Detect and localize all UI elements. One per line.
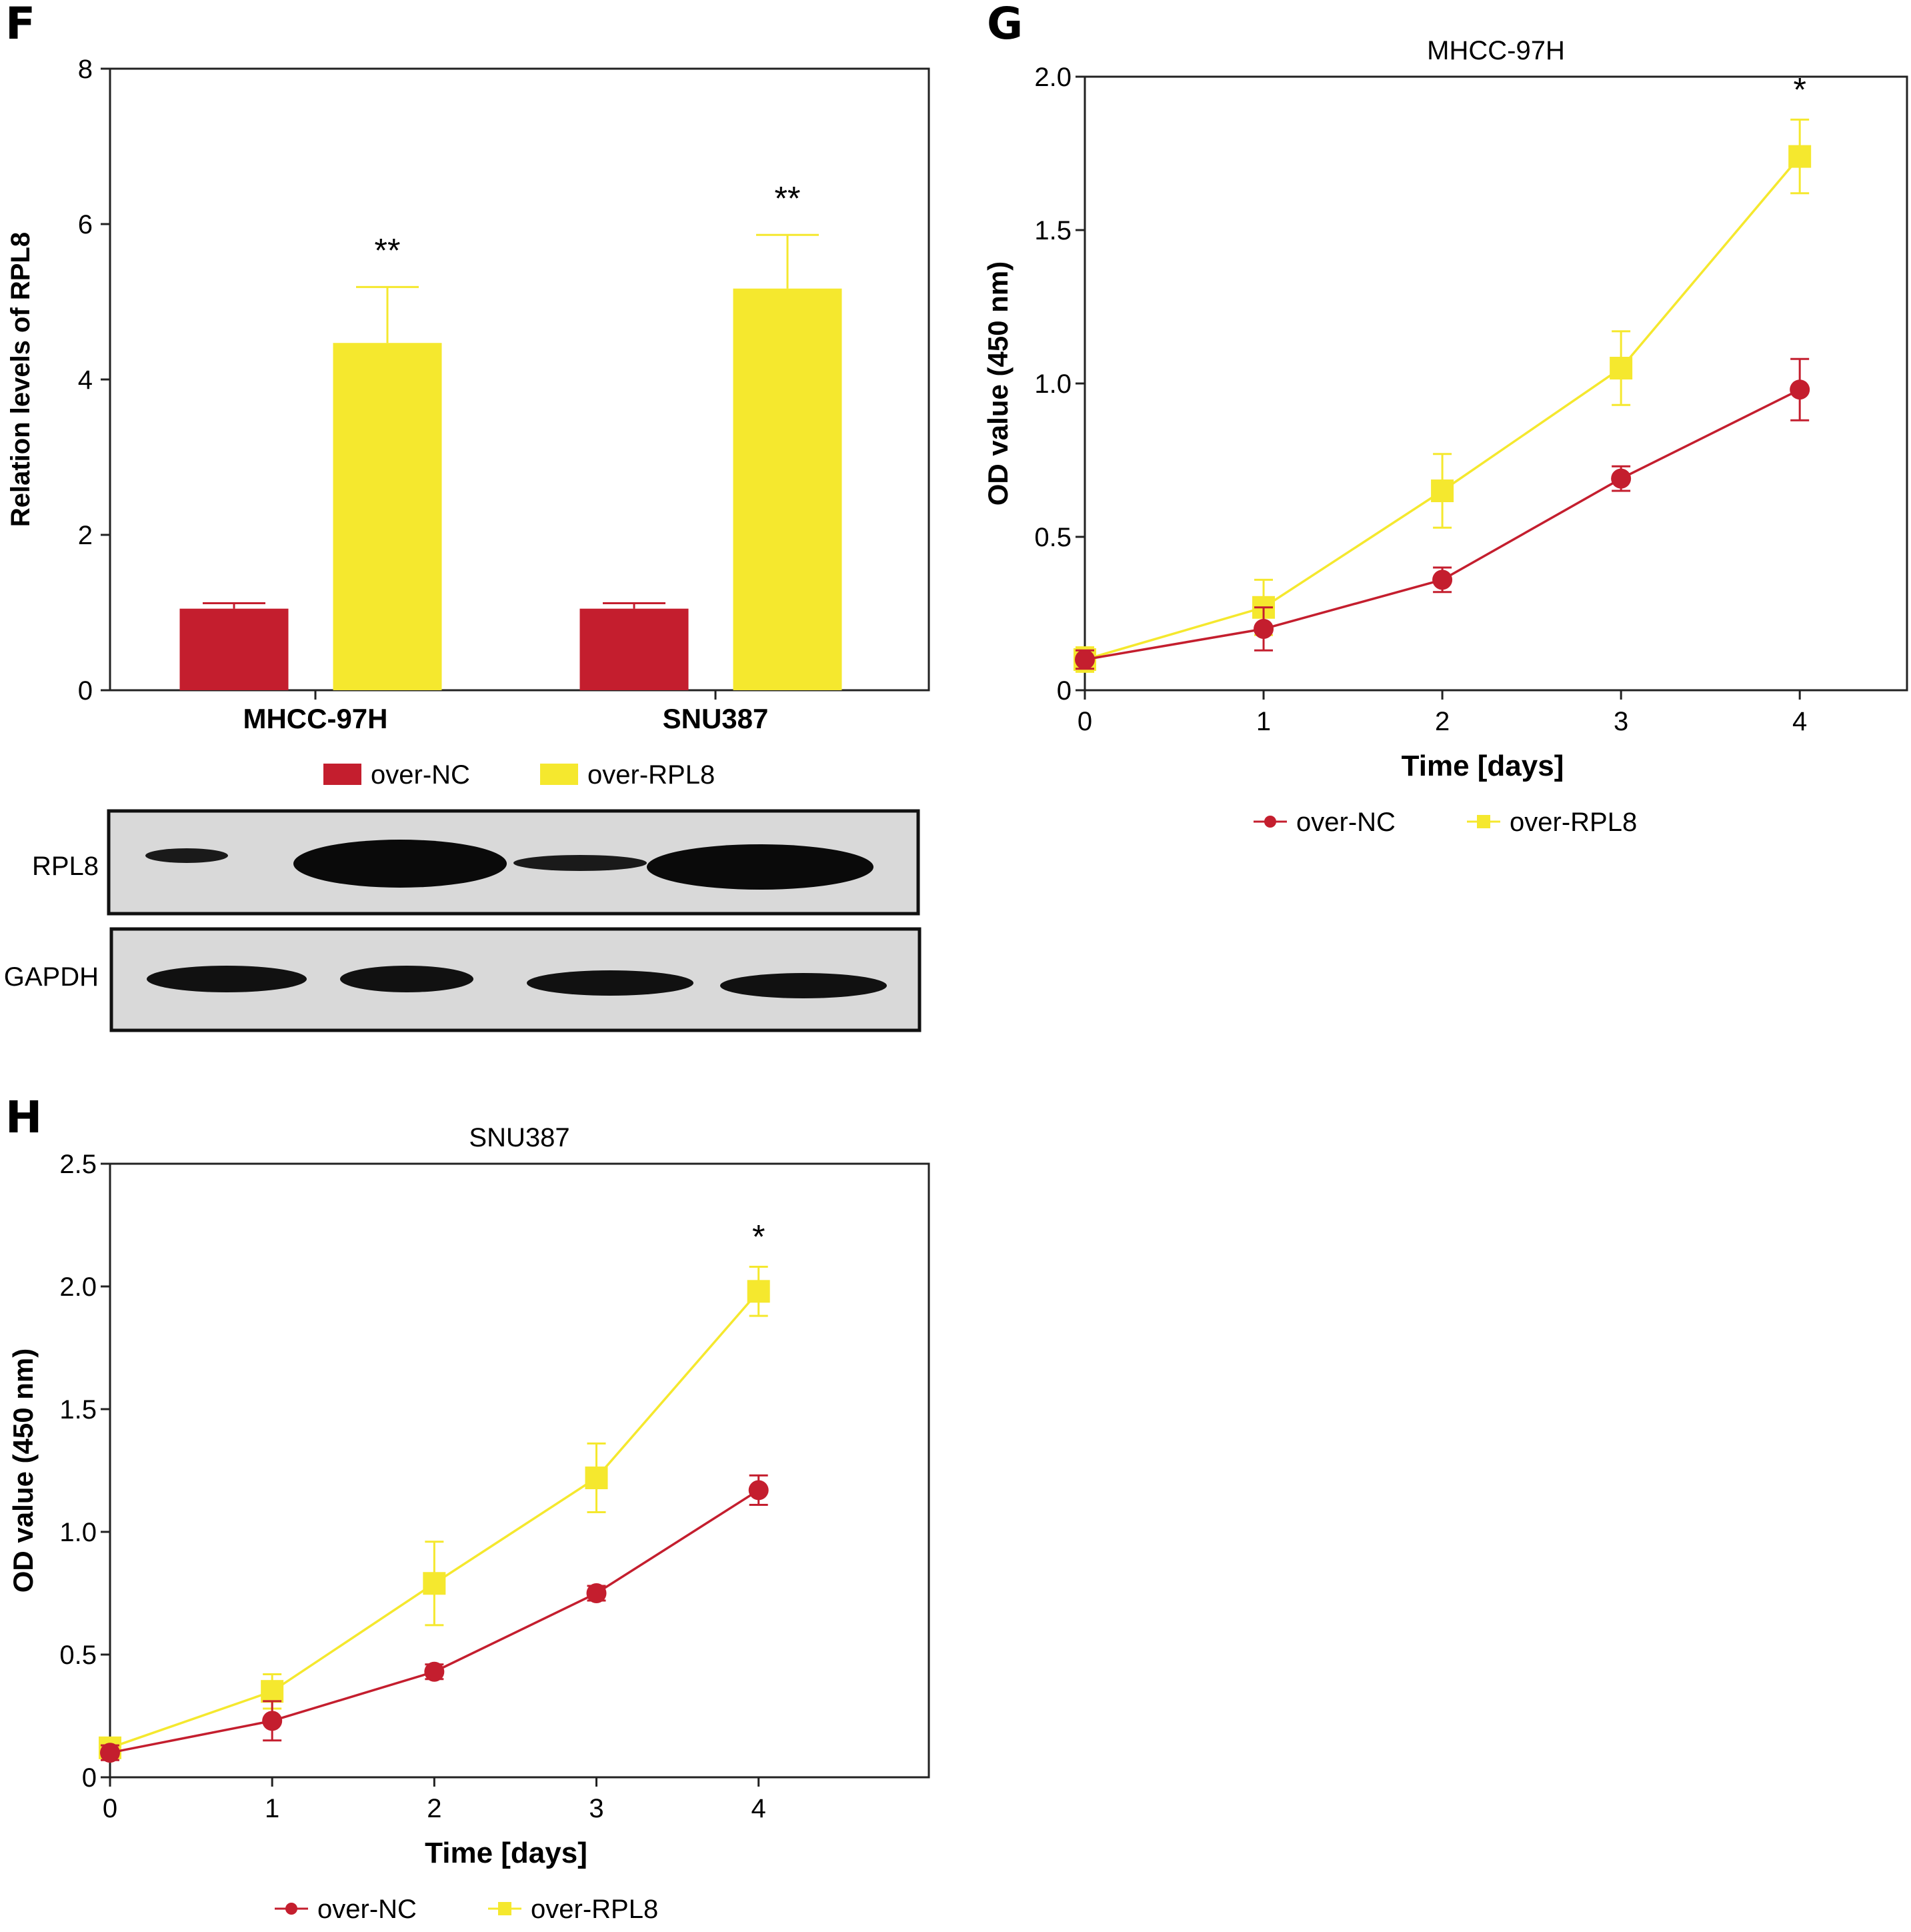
y-axis-label: OD value (450 nm) bbox=[7, 1348, 39, 1593]
data-point-over-nc bbox=[1790, 379, 1810, 400]
blot-label-rpl8: RPL8 bbox=[32, 852, 99, 881]
x-tick-label: 2 bbox=[1435, 707, 1450, 736]
y-tick-label: 2 bbox=[78, 521, 93, 550]
y-tick-label: 8 bbox=[78, 55, 93, 84]
legend-marker-over-nc bbox=[1264, 816, 1276, 828]
band-rpl8-snu-nc bbox=[513, 855, 647, 871]
y-tick-label: 0 bbox=[1057, 676, 1072, 706]
y-tick-label: 0 bbox=[82, 1763, 97, 1793]
x-category-label: SNU387 bbox=[663, 703, 769, 734]
data-point-over-nc bbox=[1075, 650, 1095, 670]
legend-label-over-nc: over-NC bbox=[371, 760, 470, 790]
y-tick-label: 1.5 bbox=[1034, 216, 1072, 245]
western-blot: RPL8 GAPDH bbox=[4, 809, 921, 1032]
chart-title: SNU387 bbox=[469, 1123, 569, 1152]
significance-marker: ** bbox=[375, 231, 401, 269]
x-tick-label: 0 bbox=[1078, 707, 1092, 736]
x-tick-label: 1 bbox=[265, 1794, 279, 1823]
x-tick-label: 0 bbox=[103, 1794, 117, 1823]
data-point-over-rpl8 bbox=[747, 1280, 770, 1303]
plot-frame bbox=[1084, 75, 1908, 692]
significance-marker: * bbox=[752, 1218, 765, 1256]
panel-letter-h: H bbox=[5, 1092, 42, 1143]
line-chart-g: MHCC-97H 0 0.5 1.0 1.5 2.0 0 1 2 3 4 Time [days] OD … bbox=[982, 36, 1908, 837]
bar-over-nc bbox=[579, 608, 689, 690]
y-tick-label: 6 bbox=[78, 210, 93, 239]
x-tick-label: 4 bbox=[751, 1794, 766, 1823]
y-tick-label: 4 bbox=[78, 365, 93, 395]
x-tick-label: 2 bbox=[427, 1794, 441, 1823]
bar-over-nc bbox=[179, 608, 289, 690]
x-axis-label: Time [days] bbox=[1402, 750, 1564, 782]
data-point-over-rpl8 bbox=[1431, 479, 1454, 502]
y-tick-label: 2.0 bbox=[1034, 63, 1072, 92]
band-rpl8-mhcc-nc bbox=[145, 848, 228, 863]
legend-marker-over-nc bbox=[285, 1903, 297, 1915]
legend-label-over-nc: over-NC bbox=[1296, 808, 1396, 837]
data-point-over-nc bbox=[1254, 619, 1274, 639]
y-axis-label: Relation levels of RPL8 bbox=[6, 232, 35, 527]
data-point-over-rpl8 bbox=[261, 1680, 284, 1703]
legend-marker-over-rpl8 bbox=[1477, 815, 1490, 828]
x-axis-label: Time [days] bbox=[425, 1837, 587, 1869]
chart-title: MHCC-97H bbox=[1427, 36, 1565, 65]
significance-marker: * bbox=[1793, 71, 1806, 108]
band-rpl8-snu-rpl8 bbox=[647, 844, 873, 890]
legend-label-over-rpl8: over-RPL8 bbox=[1510, 808, 1637, 837]
bar-over-rpl8 bbox=[333, 343, 442, 690]
legend-label-over-rpl8: over-RPL8 bbox=[531, 1895, 658, 1924]
band-rpl8-mhcc-rpl8 bbox=[293, 840, 507, 888]
data-point-over-nc bbox=[100, 1743, 120, 1763]
x-tick-label: 3 bbox=[589, 1794, 603, 1823]
y-tick-label: 2.0 bbox=[59, 1272, 97, 1302]
data-point-over-rpl8 bbox=[423, 1572, 446, 1595]
panel-letter-g: G bbox=[987, 0, 1023, 49]
y-tick-label: 0.5 bbox=[59, 1641, 97, 1670]
bar-chart-f: 0 2 4 6 8 Relation levels of RPL8 MHCC-97H ** SN… bbox=[6, 55, 930, 790]
legend-swatch-over-nc bbox=[323, 764, 361, 785]
y-tick-label: 1.5 bbox=[59, 1395, 97, 1424]
y-tick-label: 2.5 bbox=[59, 1150, 97, 1179]
legend-swatch-over-rpl8 bbox=[540, 764, 578, 785]
data-point-over-nc bbox=[262, 1711, 283, 1731]
line-chart-h: SNU387 0 0.5 1.0 1.5 2.0 2.5 0 1 2 3 4 Time [days] OD… bbox=[7, 1123, 930, 1924]
band-gapdh-4 bbox=[720, 973, 887, 998]
x-tick-label: 1 bbox=[1256, 707, 1271, 736]
plot-frame bbox=[109, 1162, 930, 1779]
y-tick-label: 0 bbox=[78, 676, 93, 706]
data-point-over-nc bbox=[748, 1480, 769, 1501]
legend-label-over-nc: over-NC bbox=[317, 1895, 417, 1924]
bar-over-rpl8 bbox=[733, 288, 842, 690]
band-gapdh-2 bbox=[340, 966, 473, 992]
band-gapdh-3 bbox=[527, 970, 693, 996]
band-gapdh-1 bbox=[147, 966, 307, 992]
data-point-over-nc bbox=[1611, 468, 1632, 489]
panel-letter-f: F bbox=[5, 0, 35, 49]
data-point-over-nc bbox=[586, 1583, 607, 1603]
y-tick-label: 0.5 bbox=[1034, 523, 1072, 552]
blot-label-gapdh: GAPDH bbox=[4, 962, 99, 992]
y-tick-label: 1.0 bbox=[1034, 369, 1072, 399]
data-point-over-nc bbox=[424, 1661, 445, 1682]
y-tick-label: 1.0 bbox=[59, 1518, 97, 1547]
x-tick-label: 3 bbox=[1614, 707, 1628, 736]
data-point-over-rpl8 bbox=[1610, 357, 1633, 379]
x-tick-label: 4 bbox=[1792, 707, 1807, 736]
data-point-over-rpl8 bbox=[585, 1467, 608, 1490]
y-axis-label: OD value (450 nm) bbox=[982, 261, 1014, 506]
data-point-over-rpl8 bbox=[1788, 145, 1812, 168]
data-point-over-nc bbox=[1432, 570, 1453, 590]
significance-marker: ** bbox=[775, 179, 801, 217]
x-category-label: MHCC-97H bbox=[243, 703, 387, 734]
legend-label-over-rpl8: over-RPL8 bbox=[587, 760, 715, 790]
legend-marker-over-rpl8 bbox=[498, 1902, 511, 1915]
